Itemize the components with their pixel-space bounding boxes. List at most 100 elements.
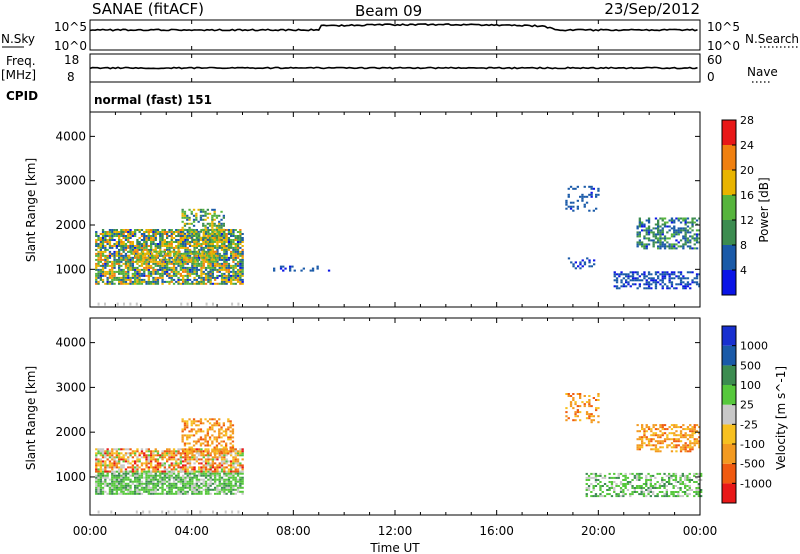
data-cell [229, 434, 232, 437]
data-cell [136, 262, 139, 265]
data-cell [163, 239, 166, 241]
data-cell [193, 248, 196, 251]
data-cell [124, 460, 128, 463]
data-cell [145, 239, 148, 241]
data-cell [106, 233, 109, 235]
data-cell [152, 260, 155, 263]
data-cell [229, 450, 232, 453]
data-cell [127, 258, 130, 261]
data-cell [120, 482, 123, 485]
data-cell [225, 466, 228, 469]
data-cell [177, 480, 180, 483]
data-cell [209, 268, 212, 271]
data-cell [185, 252, 188, 255]
data-cell [168, 282, 171, 285]
data-cell [182, 450, 185, 453]
data-cell [130, 250, 133, 253]
data-cell [122, 250, 125, 253]
data-cell [236, 480, 240, 483]
data-cell [191, 486, 194, 489]
data-cell [104, 246, 107, 249]
data-cell [129, 448, 132, 451]
data-cell [97, 262, 100, 265]
data-cell [118, 480, 121, 483]
data-cell [241, 239, 244, 241]
data-cell [183, 260, 186, 263]
data-cell [140, 452, 144, 455]
data-cell [129, 454, 132, 457]
data-cell [108, 260, 112, 263]
data-cell [223, 280, 226, 283]
data-cell [161, 462, 164, 465]
data-cell [207, 235, 210, 237]
data-cell [163, 272, 166, 275]
data-cell [186, 235, 189, 237]
data-cell [99, 460, 102, 463]
data-cell [239, 235, 242, 237]
data-cell [239, 239, 242, 241]
data-cell [214, 246, 217, 249]
data-cell [236, 260, 240, 263]
data-cell [99, 248, 102, 251]
data-cell [641, 241, 644, 244]
data-cell [647, 237, 651, 240]
data-cell [631, 273, 635, 276]
data-cell [186, 458, 189, 461]
data-cell [118, 266, 121, 269]
data-cell [191, 452, 194, 455]
data-cell [654, 428, 658, 431]
data-cell [220, 264, 224, 267]
data-cell [159, 266, 162, 269]
data-cell [590, 185, 593, 188]
data-cell [693, 233, 696, 236]
data-cell [113, 229, 116, 231]
data-cell [218, 430, 221, 433]
data-cell [207, 456, 210, 459]
data-cell [601, 476, 604, 479]
data-cell [127, 472, 130, 475]
data-cell [207, 231, 210, 233]
data-cell [154, 454, 157, 457]
station-title: SANAE (fitACF) [92, 0, 204, 18]
data-cell [113, 456, 116, 459]
data-cell [216, 258, 219, 261]
data-cell [113, 470, 116, 473]
data-cell [106, 248, 109, 251]
data-cell [677, 245, 680, 248]
data-cell [682, 275, 685, 278]
data-cell [689, 436, 692, 439]
data-cell [198, 474, 201, 477]
data-cell [138, 246, 141, 249]
data-cell [137, 260, 140, 263]
data-cell [188, 216, 191, 219]
data-cell [592, 415, 595, 418]
data-cell [182, 480, 185, 483]
data-cell [645, 483, 648, 485]
data-cell [111, 480, 114, 483]
data-cell [610, 487, 614, 489]
data-cell [679, 440, 683, 443]
data-cell [214, 276, 217, 279]
data-cell [213, 422, 216, 425]
data-cell [106, 448, 109, 451]
data-cell [216, 458, 219, 461]
data-cell [592, 489, 595, 491]
data-cell [163, 476, 166, 479]
data-cell [170, 486, 173, 489]
data-cell [202, 248, 205, 251]
data-cell [624, 483, 627, 485]
data-cell [108, 252, 112, 255]
data-cell [636, 271, 639, 274]
data-cell [188, 450, 191, 453]
data-cell [670, 476, 673, 479]
data-cell [211, 270, 214, 273]
data-cell [214, 480, 217, 483]
data-cell [170, 492, 173, 495]
data-cell [118, 270, 121, 273]
data-cell [204, 470, 208, 473]
data-cell [177, 280, 180, 283]
data-cell [597, 393, 600, 395]
data-cell [652, 487, 655, 489]
data-cell [239, 237, 242, 239]
data-cell [216, 246, 219, 249]
